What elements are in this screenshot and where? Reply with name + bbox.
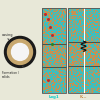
Bar — [42, 8, 66, 93]
Bar — [68, 8, 100, 93]
Text: casing: casing — [2, 33, 14, 40]
Text: Log1: Log1 — [48, 95, 59, 99]
Circle shape — [12, 44, 28, 60]
Text: Formation /
solids: Formation / solids — [2, 66, 23, 79]
Text: K...: K... — [80, 95, 87, 99]
Circle shape — [8, 40, 32, 64]
Circle shape — [4, 36, 36, 67]
